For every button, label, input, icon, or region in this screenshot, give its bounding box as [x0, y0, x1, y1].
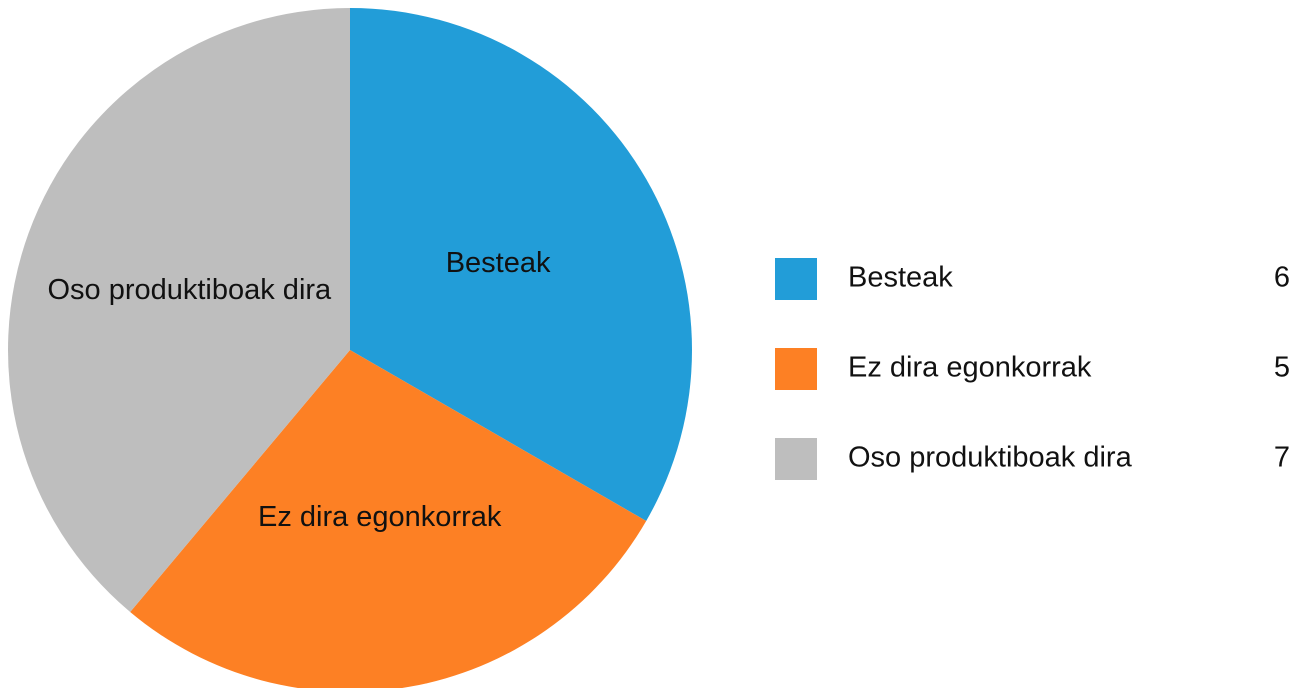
legend-swatch — [775, 258, 817, 300]
slice-label: Ez dira egonkorrak — [258, 501, 502, 533]
pie-slice — [130, 350, 647, 688]
slice-label: Oso produktiboak dira — [47, 274, 332, 306]
legend-label: Oso produktiboak dira — [848, 442, 1133, 474]
pie-slice — [8, 8, 350, 612]
legend-value: 7 — [1274, 442, 1290, 474]
slice-label: Besteak — [446, 247, 551, 279]
legend-label: Besteak — [848, 262, 953, 294]
legend-label: Ez dira egonkorrak — [848, 352, 1092, 384]
legend-swatch — [775, 348, 817, 390]
legend-value: 5 — [1274, 352, 1290, 384]
legend-swatch — [775, 438, 817, 480]
pie-slice — [350, 8, 692, 521]
legend-value: 6 — [1274, 262, 1290, 294]
